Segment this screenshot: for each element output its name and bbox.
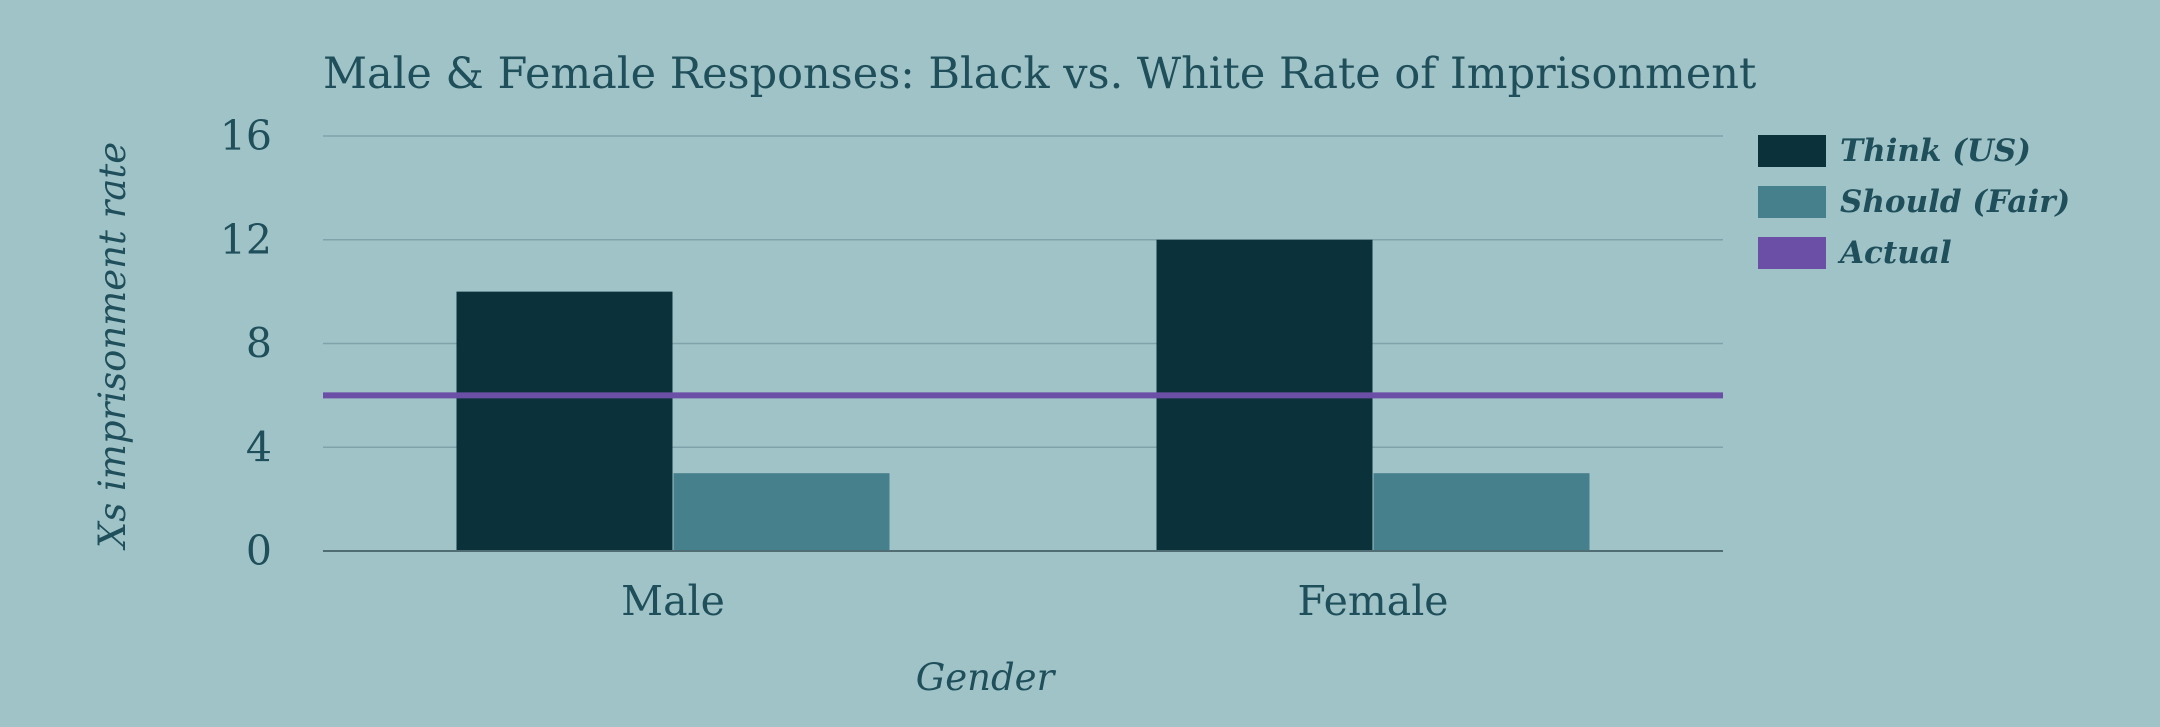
y-tick-label: 12	[220, 216, 272, 264]
bar	[456, 291, 673, 551]
legend-label: Think (US)	[1840, 133, 2031, 169]
legend-label: Should (Fair)	[1840, 184, 2070, 220]
chart-title: Male & Female Responses: Black vs. White…	[323, 49, 1756, 99]
y-tick-label: 0	[246, 527, 272, 575]
legend-swatch	[1758, 186, 1826, 218]
x-axis-label: Gender	[916, 656, 1057, 699]
x-category-label: Male	[621, 577, 725, 625]
y-tick-label: 8	[246, 320, 272, 368]
legend-swatch	[1758, 135, 1826, 167]
legend-swatch	[1758, 237, 1826, 269]
y-tick-label: 16	[220, 112, 272, 160]
x-category-label: Female	[1297, 577, 1448, 625]
legend: Think (US) Should (Fair) Actual	[1758, 133, 2070, 271]
bar	[673, 473, 890, 551]
x-axis-categories: Male Female	[621, 577, 1448, 625]
bar	[1373, 473, 1590, 551]
legend-label: Actual	[1837, 235, 1952, 271]
y-axis-ticks: 0 4 8 12 16	[220, 112, 272, 575]
y-axis-label: Xs imprisonment rate	[91, 142, 134, 551]
y-tick-label: 4	[246, 423, 272, 471]
